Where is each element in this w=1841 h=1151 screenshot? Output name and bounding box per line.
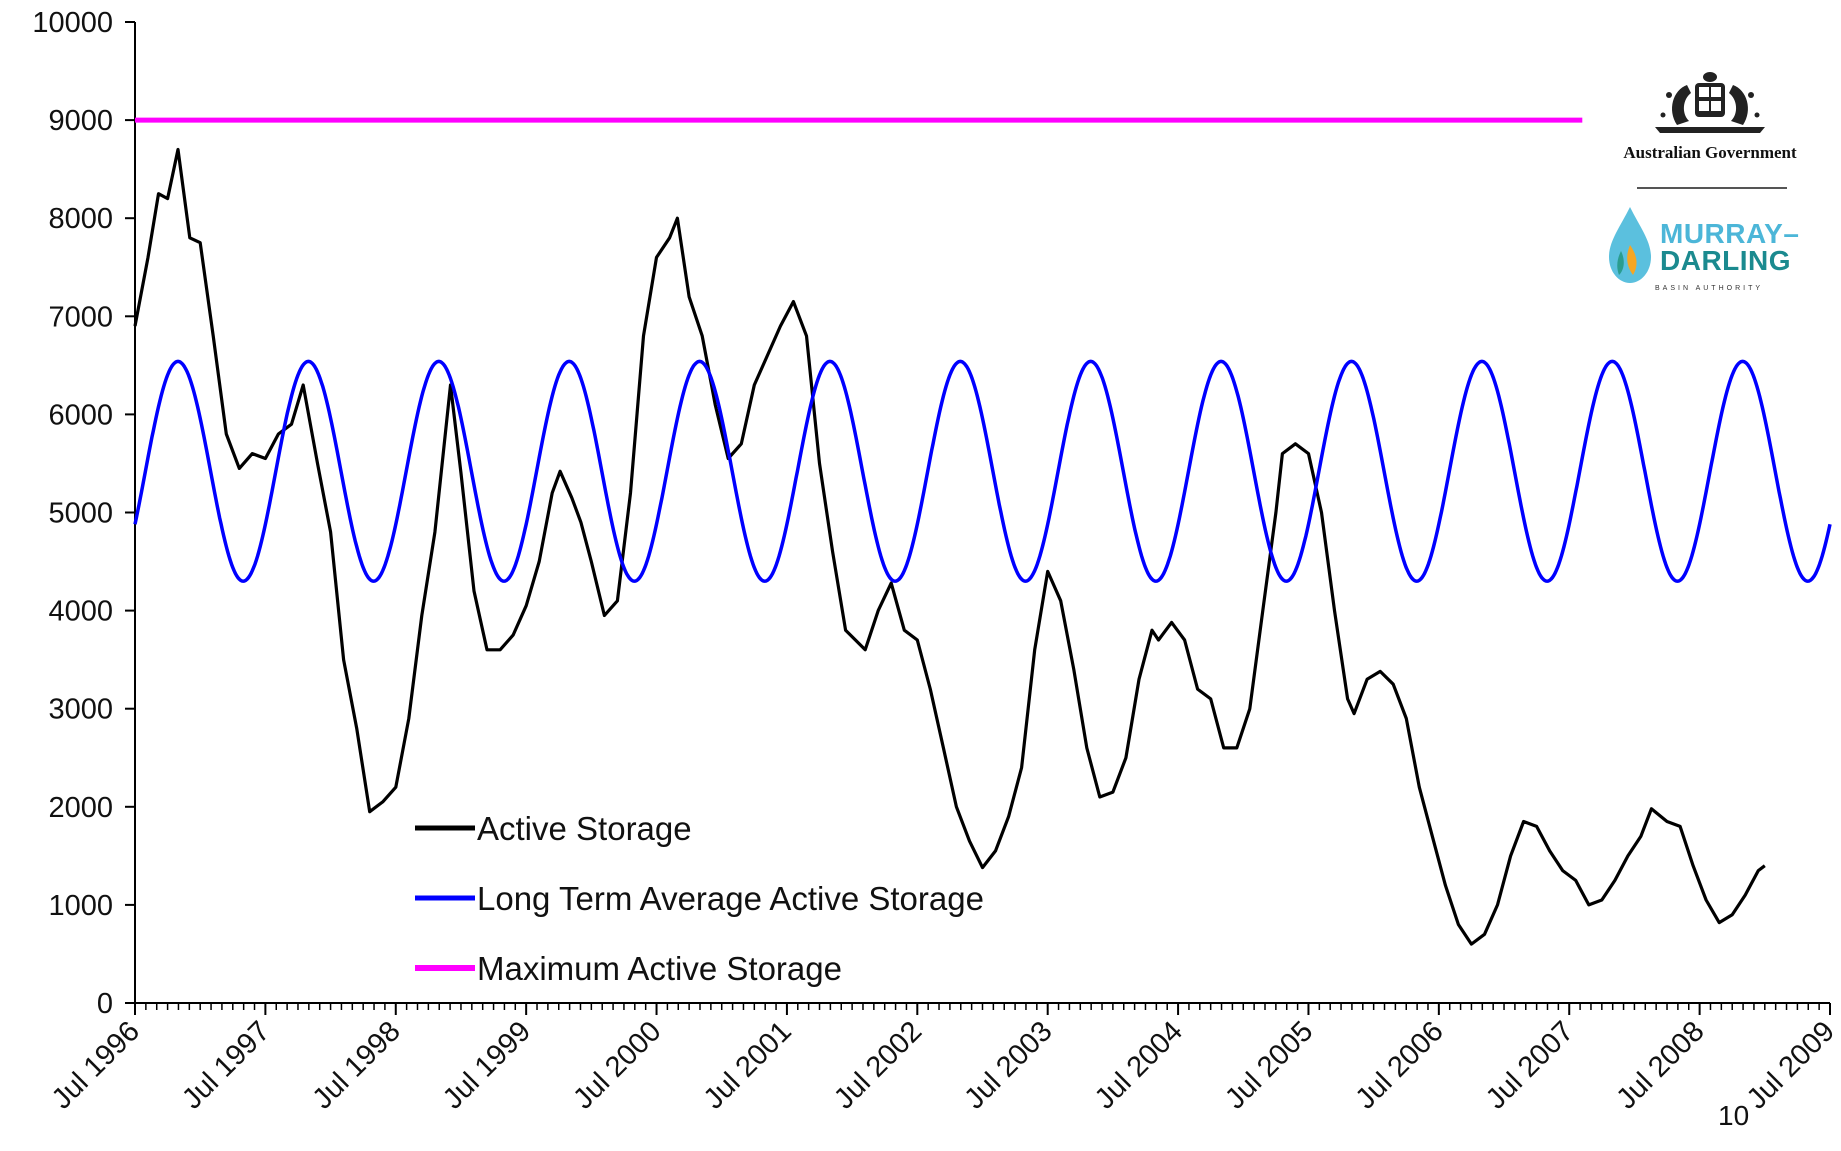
mdba-title: MURRAY– DARLING <box>1660 218 1800 276</box>
y-tick-label: 0 <box>97 988 113 1020</box>
x-tick-label: Jul 2001 <box>698 1015 798 1115</box>
series-line-1 <box>133 147 1766 946</box>
x-tick-label: Jul 2006 <box>1350 1015 1450 1115</box>
chart-legend: Active Storage Long Term Average Active S… <box>415 810 984 987</box>
legend-label-3: Maximum Active Storage <box>477 950 842 987</box>
y-tick-label: 5000 <box>48 498 113 530</box>
y-tick-label: 8000 <box>48 203 113 235</box>
logo-block: Australian Government MURRAY– DARLING BA… <box>1595 55 1825 315</box>
x-tick-label: Jul 1998 <box>307 1015 407 1115</box>
y-tick-label: 9000 <box>48 105 113 137</box>
y-tick-label: 1000 <box>48 890 113 922</box>
logo-divider <box>1637 187 1787 189</box>
x-tick-label: Jul 2008 <box>1610 1015 1710 1115</box>
chart-series-layer <box>133 117 1832 946</box>
x-tick-label: Jul 2005 <box>1219 1015 1319 1115</box>
x-tick-label: Jul 2003 <box>958 1015 1058 1115</box>
mdba-subtitle: BASIN AUTHORITY <box>1655 285 1764 292</box>
mdba-line2: DARLING <box>1660 245 1792 276</box>
y-tick-label: 6000 <box>48 399 113 431</box>
y-tick-label: 3000 <box>48 694 113 726</box>
x-tick-label: Jul 2000 <box>567 1015 667 1115</box>
page-number: 10 <box>1718 1100 1750 1131</box>
legend-label-2: Long Term Average Active Storage <box>477 880 984 917</box>
x-tick-label: Jul 2002 <box>828 1015 928 1115</box>
mdba-line1: MURRAY– <box>1660 218 1800 249</box>
y-tick-label: 4000 <box>48 596 113 628</box>
y-tick-label: 7000 <box>48 301 113 333</box>
x-tick-label: Jul 1997 <box>176 1015 276 1115</box>
x-tick-label: Jul 1996 <box>46 1015 146 1115</box>
x-tick-label: Jul 2007 <box>1480 1015 1580 1115</box>
legend-label-1: Active Storage <box>477 810 692 847</box>
water-drop-icon <box>1609 207 1651 283</box>
y-tick-label: 10000 <box>32 7 113 39</box>
series-line-2 <box>133 359 1832 583</box>
chart-axes: 0 1000 2000 3000 4000 5000 6000 7000 8000 9000 100… <box>32 7 1841 1115</box>
coat-of-arms-icon <box>1655 72 1765 133</box>
x-tick-label: Jul 1999 <box>437 1015 537 1115</box>
government-name: Australian Government <box>1623 143 1797 162</box>
x-tick-label: Jul 2009 <box>1741 1015 1841 1115</box>
y-tick-label: 2000 <box>48 792 113 824</box>
x-tick-label: Jul 2004 <box>1089 1015 1189 1115</box>
